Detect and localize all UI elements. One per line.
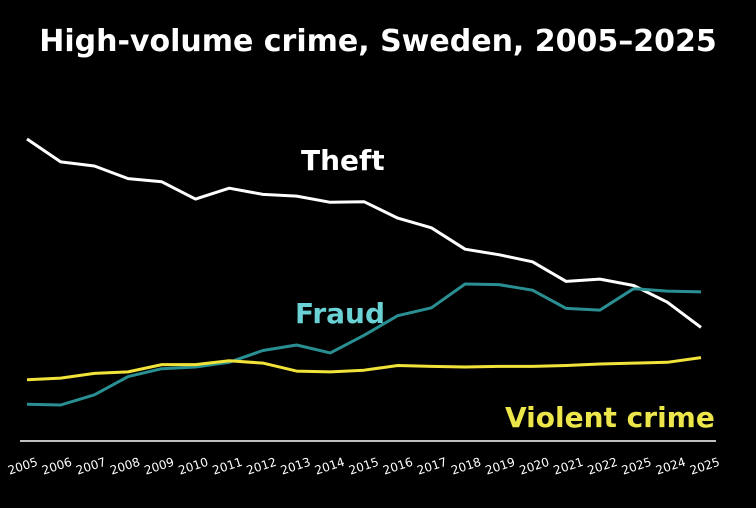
series-label-violent-crime: Violent crime xyxy=(505,401,715,434)
series-line-violent-crime xyxy=(26,356,702,382)
x-tick-label: 2020 xyxy=(518,455,551,478)
x-tick-label: 2017 xyxy=(415,455,448,478)
chart-title: High-volume crime, Sweden, 2005–2025 xyxy=(39,24,717,59)
x-tick-label: 2022 xyxy=(586,455,619,478)
x-tick-label: 2025 xyxy=(688,455,721,478)
x-tick-label: 2025 xyxy=(620,455,653,478)
x-tick-label: 2019 xyxy=(483,455,516,478)
x-tick-label: 2008 xyxy=(108,455,141,478)
series-label-fraud: Fraud xyxy=(295,297,385,330)
x-tick-label: 2010 xyxy=(177,455,210,478)
x-tick-label: 2015 xyxy=(347,455,380,478)
x-tick-label: 2007 xyxy=(74,455,107,478)
series-label-theft: Theft xyxy=(301,144,385,177)
x-tick-label: 2014 xyxy=(313,455,346,478)
series-line-theft xyxy=(26,137,702,329)
series-line-fraud xyxy=(26,282,702,407)
x-tick-label: 2013 xyxy=(279,455,312,478)
x-tick-label: 2021 xyxy=(552,455,585,478)
x-tick-label: 2009 xyxy=(142,455,175,478)
x-tick-label: 2012 xyxy=(245,455,278,478)
x-tick-label: 2006 xyxy=(40,455,73,478)
x-tick-label: 2005 xyxy=(6,455,39,478)
x-tick-label: 2018 xyxy=(449,455,482,478)
x-tick-label: 2016 xyxy=(381,455,414,478)
x-tick-label: 2024 xyxy=(654,455,687,478)
x-tick-label: 2011 xyxy=(211,455,244,478)
